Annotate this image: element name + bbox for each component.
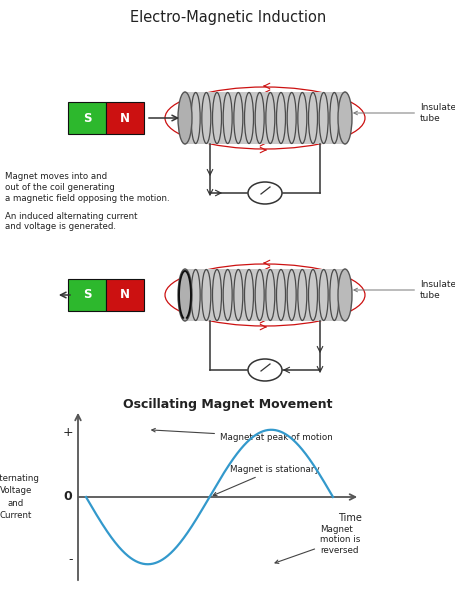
Ellipse shape	[178, 269, 192, 321]
Text: Time: Time	[338, 513, 362, 523]
Bar	[185, 92, 345, 144]
Text: S: S	[83, 289, 91, 301]
Text: Alternating
Voltage
and
Current: Alternating Voltage and Current	[0, 474, 40, 520]
Text: out of the coil generating: out of the coil generating	[5, 183, 115, 192]
Text: 0: 0	[63, 491, 72, 503]
Bar	[106, 279, 144, 311]
Text: N: N	[120, 112, 130, 124]
Text: Insulated
tube: Insulated tube	[354, 103, 455, 122]
Ellipse shape	[178, 92, 192, 144]
Text: Insulated
tube: Insulated tube	[354, 280, 455, 299]
Bar	[68, 279, 106, 311]
Text: Magnet is stationary: Magnet is stationary	[213, 464, 319, 496]
Ellipse shape	[338, 92, 352, 144]
Text: Electro-Magnetic Induction: Electro-Magnetic Induction	[130, 10, 326, 25]
Bar	[185, 269, 345, 321]
Text: a magnetic field opposing the motion.: a magnetic field opposing the motion.	[5, 194, 170, 203]
Text: Magnet moves into and: Magnet moves into and	[5, 172, 107, 181]
Text: and voltage is generated.: and voltage is generated.	[5, 222, 116, 231]
Bar	[68, 102, 106, 134]
Text: Magnet
motion is
reversed: Magnet motion is reversed	[275, 525, 360, 563]
Ellipse shape	[248, 359, 282, 381]
Text: -: -	[69, 553, 73, 566]
Text: Magnet at peak of motion: Magnet at peak of motion	[152, 428, 333, 442]
Text: Oscillating Magnet Movement: Oscillating Magnet Movement	[123, 398, 333, 411]
Ellipse shape	[338, 269, 352, 321]
Text: +: +	[62, 427, 73, 439]
Text: S: S	[83, 112, 91, 124]
Bar	[106, 102, 144, 134]
Text: An induced alternating current: An induced alternating current	[5, 212, 137, 221]
Ellipse shape	[248, 182, 282, 204]
Text: N: N	[120, 289, 130, 301]
